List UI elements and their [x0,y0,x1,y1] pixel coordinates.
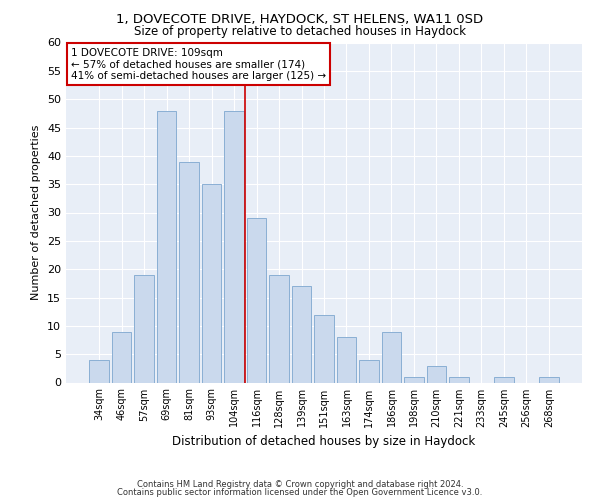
Bar [292,286,311,382]
Bar [359,360,379,382]
Bar [449,377,469,382]
Bar [404,377,424,382]
Bar [337,337,356,382]
Text: Contains HM Land Registry data © Crown copyright and database right 2024.: Contains HM Land Registry data © Crown c… [137,480,463,489]
Bar [269,275,289,382]
Bar [202,184,221,382]
Bar [89,360,109,382]
Text: 1, DOVECOTE DRIVE, HAYDOCK, ST HELENS, WA11 0SD: 1, DOVECOTE DRIVE, HAYDOCK, ST HELENS, W… [116,12,484,26]
Bar [157,110,176,382]
Bar [314,314,334,382]
Text: 1 DOVECOTE DRIVE: 109sqm
← 57% of detached houses are smaller (174)
41% of semi-: 1 DOVECOTE DRIVE: 109sqm ← 57% of detach… [71,48,326,81]
Bar [179,162,199,382]
Bar [539,377,559,382]
Bar [382,332,401,382]
Bar [427,366,446,382]
Text: Size of property relative to detached houses in Haydock: Size of property relative to detached ho… [134,25,466,38]
Bar [112,332,131,382]
Bar [224,110,244,382]
Bar [494,377,514,382]
Y-axis label: Number of detached properties: Number of detached properties [31,125,41,300]
Text: Contains public sector information licensed under the Open Government Licence v3: Contains public sector information licen… [118,488,482,497]
Bar [134,275,154,382]
X-axis label: Distribution of detached houses by size in Haydock: Distribution of detached houses by size … [172,435,476,448]
Bar [247,218,266,382]
